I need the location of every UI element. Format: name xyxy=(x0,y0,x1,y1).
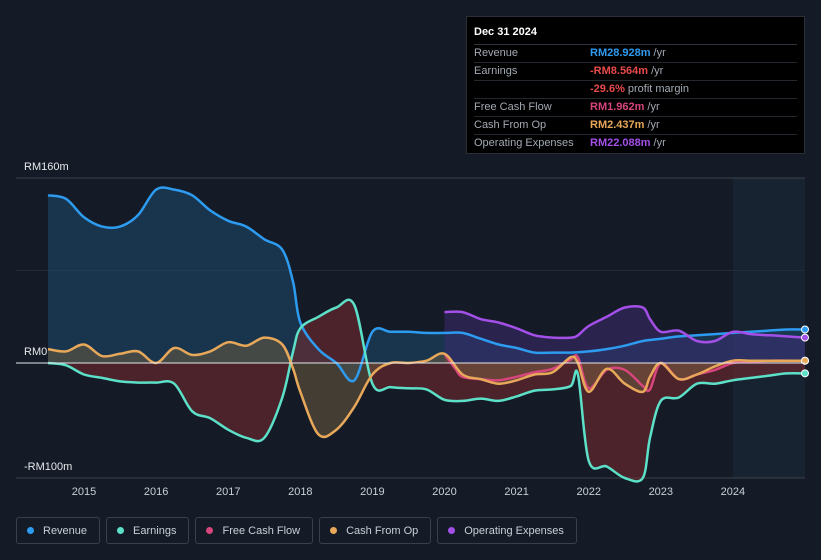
legend-label: Operating Expenses xyxy=(464,524,564,537)
legend-dot-icon xyxy=(448,527,456,534)
tooltip-rows: Revenue RM28.928m/yr Earnings -RM8.564m/yr -… xyxy=(474,45,797,152)
x-tick-label: 2015 xyxy=(72,486,96,498)
end-dot-layer xyxy=(801,325,809,378)
tooltip-value: RM1.962m xyxy=(590,101,645,113)
operating-expenses-end-dot xyxy=(801,333,809,342)
y-axis-label: RM160m xyxy=(24,161,69,173)
x-tick-label: 2020 xyxy=(432,486,456,498)
operating-expenses-line xyxy=(444,304,806,344)
tooltip-label xyxy=(474,81,590,98)
tooltip-label: Revenue xyxy=(474,47,519,59)
tooltip-unit: /yr xyxy=(651,65,664,77)
axis-layer: RM160m RM0 -RM100m 2015 2016 2017 2018 2019 2020… xyxy=(16,161,805,498)
x-tick-label: 2023 xyxy=(649,486,673,498)
legend-label: Cash From Op xyxy=(346,524,419,537)
chart-canvas: RM160m RM0 -RM100m 2015 2016 2017 2018 2019 2020… xyxy=(16,161,809,498)
tooltip-value: RM28.928m xyxy=(590,47,651,59)
tooltip-label: Operating Expenses xyxy=(474,137,574,149)
cash-from-op-end-dot xyxy=(801,356,809,365)
tooltip-row: Cash From Op RM2.437m/yr xyxy=(474,117,797,135)
revenue-end-dot xyxy=(801,325,809,334)
earnings-area xyxy=(48,299,805,482)
tooltip-value: RM22.088m xyxy=(590,137,651,149)
y-axis-label: RM0 xyxy=(24,346,47,358)
x-tick-label: 2018 xyxy=(288,486,312,498)
cash-from-op-line xyxy=(47,336,805,439)
x-tick-label: 2019 xyxy=(360,486,384,498)
x-tick-label: 2022 xyxy=(576,486,600,498)
tooltip-row: Free Cash Flow RM1.962m/yr xyxy=(474,99,797,117)
tooltip-row: Operating Expenses RM22.088m/yr xyxy=(474,135,797,152)
legend-dot-icon xyxy=(330,527,338,534)
grid-layer xyxy=(16,177,805,479)
x-tick-label: 2017 xyxy=(216,486,240,498)
tooltip-unit: profit margin xyxy=(627,83,689,95)
legend-dot-icon xyxy=(27,527,34,534)
earnings-end-dot xyxy=(801,369,809,378)
legend-label: Revenue xyxy=(43,524,88,537)
tooltip-label: Cash From Op xyxy=(474,119,547,131)
legend-item-earnings[interactable]: Earnings xyxy=(106,517,190,544)
legend-item-cash-from-op[interactable]: Cash From Op xyxy=(319,517,432,544)
legend-dot-icon xyxy=(206,527,214,534)
tooltip-row: -29.6% profit margin xyxy=(474,81,797,99)
tooltip-panel: Dec 31 2024 Revenue RM28.928m/yr Earnings -… xyxy=(466,16,805,154)
tooltip-unit: /yr xyxy=(653,47,666,59)
x-tick-label: 2024 xyxy=(721,486,745,498)
revenue-area xyxy=(48,187,805,382)
x-tick-label: 2016 xyxy=(144,486,168,498)
x-tick-label: 2021 xyxy=(504,486,528,498)
tooltip-label: Earnings xyxy=(474,65,518,77)
tooltip-row: Earnings -RM8.564m/yr xyxy=(474,63,797,81)
legend-label: Free Cash Flow xyxy=(222,524,301,537)
forecast-region xyxy=(732,178,805,478)
cash-from-op-area xyxy=(48,337,805,437)
tooltip-value: -29.6% xyxy=(590,83,625,95)
tooltip-unit: /yr xyxy=(653,137,666,149)
tooltip-unit: /yr xyxy=(647,119,660,131)
tooltip-label: Free Cash Flow xyxy=(474,101,552,113)
legend-item-operating-expenses[interactable]: Operating Expenses xyxy=(437,517,577,544)
y-axis-label: -RM100m xyxy=(24,461,72,473)
tooltip-unit: /yr xyxy=(647,101,660,113)
legend-dot-icon xyxy=(117,527,125,534)
legend: Revenue Earnings Free Cash Flow Cash From O… xyxy=(16,517,583,546)
tooltip-date: Dec 31 2024 xyxy=(474,25,797,45)
tooltip-value: -RM8.564m xyxy=(590,65,649,77)
operating-expenses-area xyxy=(444,306,805,363)
earnings-line xyxy=(47,298,806,483)
revenue-line xyxy=(47,186,806,383)
tooltip-row: Revenue RM28.928m/yr xyxy=(474,45,797,63)
legend-item-revenue[interactable]: Revenue xyxy=(16,517,101,544)
legend-item-free-cash-flow[interactable]: Free Cash Flow xyxy=(195,517,314,544)
tooltip-value: RM2.437m xyxy=(590,119,645,131)
legend-label: Earnings xyxy=(133,524,177,537)
